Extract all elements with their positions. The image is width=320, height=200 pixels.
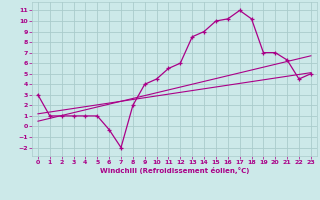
X-axis label: Windchill (Refroidissement éolien,°C): Windchill (Refroidissement éolien,°C) — [100, 167, 249, 174]
